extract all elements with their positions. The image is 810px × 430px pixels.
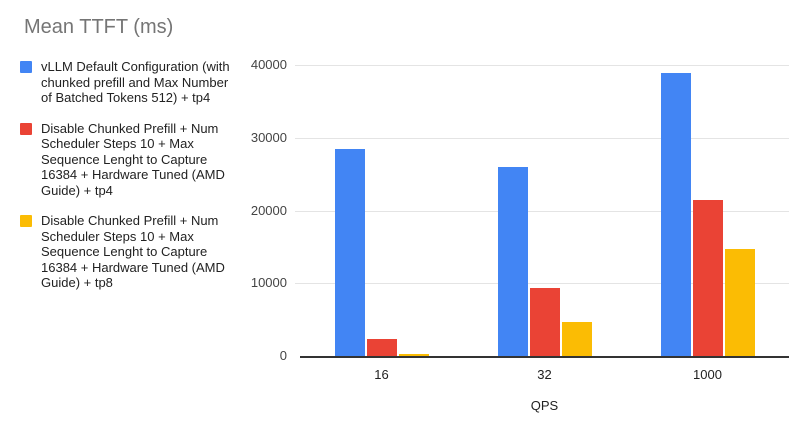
bar-series3-qps-1000 <box>724 249 755 356</box>
x-axis-tick-label-16: 16 <box>374 367 389 382</box>
x-axis-tick-label-1000: 1000 <box>693 367 722 382</box>
gridline-30000 <box>295 137 789 139</box>
legend-item-3: Disable Chunked Prefill + Num Scheduler S… <box>20 213 235 291</box>
legend-swatch-icon <box>20 61 32 73</box>
bar-series2-qps-16 <box>366 339 397 356</box>
y-axis-tick-label-40000: 40000 <box>250 57 287 72</box>
legend-swatch-icon <box>20 215 32 227</box>
chart-legend: vLLM Default Configuration (with chunked … <box>20 59 235 306</box>
bar-series3-qps-16 <box>398 354 429 356</box>
legend-label: Disable Chunked Prefill + Num Scheduler S… <box>41 213 225 290</box>
bar-group-qps-1000 <box>626 65 789 356</box>
bar-group-qps-16 <box>300 65 463 356</box>
bar-series2-qps-32 <box>529 287 560 356</box>
bar-group-qps-32 <box>463 65 626 356</box>
legend-item-2: Disable Chunked Prefill + Num Scheduler S… <box>20 121 235 199</box>
x-axis-labels: 16 32 1000 <box>300 367 789 382</box>
legend-label: Disable Chunked Prefill + Num Scheduler S… <box>41 120 225 198</box>
legend-item-1: vLLM Default Configuration (with chunked … <box>20 59 235 106</box>
legend-label: vLLM Default Configuration (with chunked … <box>41 59 230 105</box>
y-axis-tick-label-10000: 10000 <box>250 275 287 291</box>
y-axis-tick-label-20000: 20000 <box>250 202 287 218</box>
bar-series1-qps-16 <box>334 148 365 356</box>
y-axis-tick-label-30000: 30000 <box>250 129 287 145</box>
gridline-10000 <box>295 283 789 285</box>
x-axis-tick-label-32: 32 <box>537 367 552 382</box>
x-axis-title: QPS <box>530 398 559 413</box>
bar-series1-qps-32 <box>497 166 528 356</box>
legend-swatch-icon <box>20 122 32 135</box>
bar-series1-qps-1000 <box>660 73 691 356</box>
plot-wrap: 0 10000 20000 30000 40000 16 32 1000 QPS <box>251 57 789 413</box>
chart-title: Mean TTFT (ms) <box>24 16 174 38</box>
bar-series2-qps-1000 <box>692 199 723 356</box>
bar-series3-qps-32 <box>561 321 592 356</box>
gridline-20000 <box>295 210 789 212</box>
gridline-40000 <box>295 65 789 66</box>
y-axis-tick-label-0: 0 <box>279 348 287 363</box>
plot-area: 0 10000 20000 30000 40000 <box>251 57 789 363</box>
